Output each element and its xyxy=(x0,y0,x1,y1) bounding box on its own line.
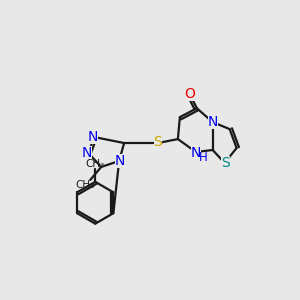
Text: CH₃: CH₃ xyxy=(85,159,105,169)
Text: S: S xyxy=(154,135,162,149)
Text: N: N xyxy=(82,146,92,160)
Text: N: N xyxy=(190,146,201,160)
Text: H: H xyxy=(198,152,207,164)
Text: N: N xyxy=(208,115,218,129)
Text: CH₃: CH₃ xyxy=(76,180,95,190)
Text: N: N xyxy=(88,130,98,144)
Text: N: N xyxy=(115,154,125,168)
Text: S: S xyxy=(221,156,230,170)
Text: O: O xyxy=(184,87,195,101)
